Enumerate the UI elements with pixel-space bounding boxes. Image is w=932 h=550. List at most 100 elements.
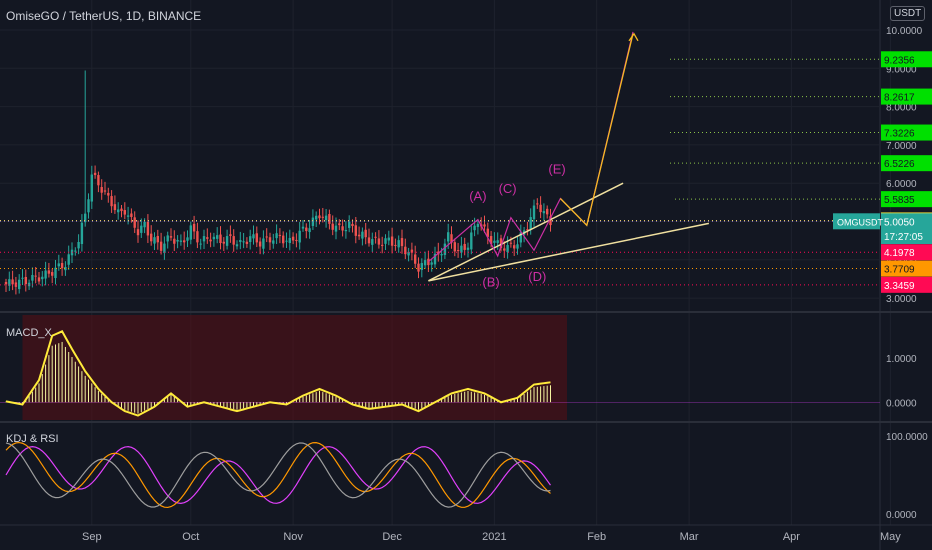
axes: Sep Oct Nov Dec 2021 Feb Mar Apr May 10.0000 9.000… — [82, 26, 932, 543]
candle-body — [51, 272, 54, 276]
candle-body — [77, 241, 80, 249]
macd-pane[interactable] — [0, 315, 880, 420]
candle-body — [34, 275, 37, 277]
price-label-box — [881, 244, 932, 261]
candle-body — [315, 215, 318, 220]
candle-body — [414, 254, 417, 264]
candle-body — [532, 205, 536, 220]
candle-body — [189, 225, 192, 240]
candle-body — [473, 225, 476, 231]
candle-body — [526, 229, 529, 231]
y-tick-label: 8.0000 — [886, 103, 917, 114]
candle-body — [265, 236, 268, 238]
candle-body — [390, 236, 394, 246]
candle-body — [24, 276, 27, 285]
bearish-zone — [22, 315, 567, 420]
candle-body — [212, 236, 216, 240]
candle-body — [156, 235, 159, 243]
candle-body — [245, 241, 249, 244]
candle-body — [404, 246, 407, 255]
candle-body — [460, 245, 463, 253]
x-tick-label: Dec — [382, 531, 402, 543]
candle-body — [288, 237, 291, 243]
candle-body — [499, 238, 503, 249]
candle-body — [364, 229, 367, 238]
candle-body — [258, 241, 262, 247]
triangle-upper-line — [428, 182, 624, 282]
currency-button[interactable]: USDT — [890, 6, 926, 21]
candle-body — [334, 225, 338, 232]
candle-body — [110, 196, 113, 207]
candle-body — [496, 240, 499, 243]
candle-body — [31, 274, 34, 281]
x-tick-label: 2021 — [482, 531, 506, 543]
candle-body — [341, 226, 344, 231]
candle-body — [4, 282, 8, 285]
price-label: 8.2617 — [884, 93, 915, 104]
candle-body — [107, 192, 110, 196]
candle-body — [351, 223, 354, 227]
symbol-tag: OMGUSDT — [837, 217, 884, 227]
candle-body — [423, 260, 427, 266]
candle-body — [546, 208, 549, 215]
candle-body — [14, 282, 18, 287]
candle-body — [37, 277, 41, 282]
candle-body — [166, 235, 169, 242]
candle-body — [519, 232, 522, 243]
candle-body — [305, 227, 308, 232]
candle-body — [123, 210, 126, 215]
candle-body — [308, 228, 311, 233]
candle-body — [163, 243, 166, 253]
candle-body — [539, 204, 542, 213]
projection-arrow — [559, 33, 634, 227]
kdj-title[interactable]: KDJ & RSI — [6, 433, 59, 445]
candle-body — [199, 243, 202, 245]
price-pane[interactable]: (A) (B) (C) (D) (E) — [0, 31, 880, 295]
candle-body — [130, 213, 133, 217]
kdj-y-tick: 0.0000 — [886, 510, 917, 521]
candle-body — [80, 222, 84, 245]
candle-body — [117, 209, 120, 213]
y-tick-label: 3.0000 — [886, 294, 917, 305]
candle-body — [239, 240, 242, 242]
kdj-pane[interactable] — [5, 441, 551, 509]
x-tick-label: Apr — [783, 531, 800, 543]
candle-body — [291, 236, 295, 241]
candle-body — [466, 247, 470, 250]
candle-body — [357, 234, 361, 237]
candle-body — [344, 229, 348, 232]
candle-body — [252, 234, 255, 239]
candle-body — [272, 240, 275, 244]
x-tick-label: Feb — [587, 531, 606, 543]
wave-label: (C) — [499, 181, 517, 196]
x-tick-label: Oct — [182, 531, 199, 543]
candle-body — [232, 236, 235, 245]
kdj-line — [5, 446, 551, 504]
y-tick-label: 7.0000 — [886, 141, 917, 152]
symbol-tag-box — [833, 213, 880, 230]
candle-body — [367, 237, 371, 244]
candle-body — [513, 245, 516, 249]
candle-body — [222, 241, 225, 244]
wave-label: (E) — [548, 162, 565, 177]
x-tick-label: Sep — [82, 531, 102, 543]
price-label: 4.1978 — [884, 248, 915, 259]
y-tick-label: 9.0000 — [886, 64, 917, 75]
candle-body — [84, 213, 87, 223]
candle-body — [146, 221, 150, 236]
symbol-title[interactable]: OmiseGO / TetherUS, 1D, BINANCE — [6, 9, 202, 23]
candle-body — [136, 229, 140, 236]
price-label: 9.2356 — [884, 55, 915, 66]
candle-body — [407, 251, 410, 256]
wave-label: (B) — [482, 275, 499, 290]
candle-body — [113, 204, 117, 211]
candle-body — [381, 244, 384, 246]
wave-label: (D) — [528, 269, 546, 284]
candle-body — [433, 253, 437, 265]
macd-y-tick: 1.0000 — [886, 354, 917, 365]
macd-title[interactable]: MACD_X — [6, 327, 52, 339]
candle-body — [186, 237, 189, 241]
candle-body — [235, 244, 239, 247]
price-label: 17:27:05 — [884, 232, 923, 243]
